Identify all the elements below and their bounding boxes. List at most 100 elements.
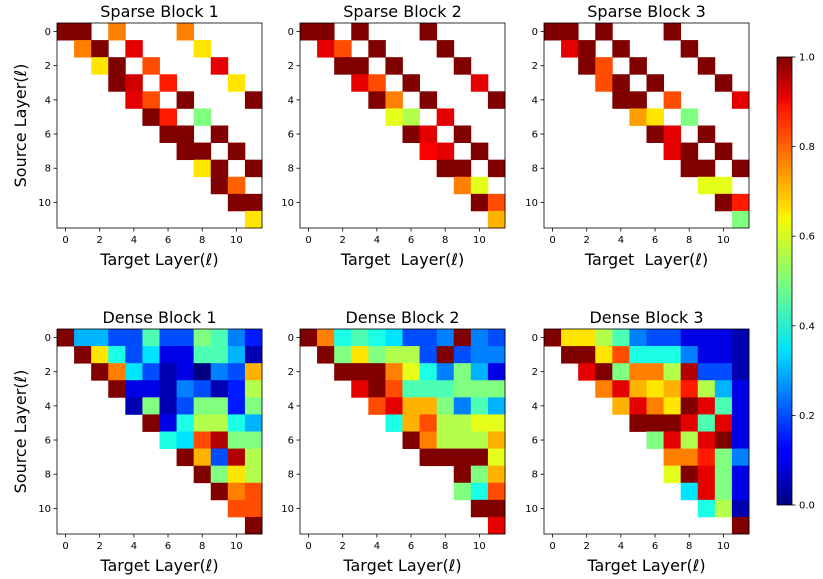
x-tick-label: 2 xyxy=(584,541,590,552)
heatmap-cell xyxy=(436,346,455,364)
heatmap-cell xyxy=(419,380,438,398)
heatmap-cell xyxy=(731,210,750,229)
x-tick-label: 6 xyxy=(652,541,658,552)
heatmap-cell xyxy=(697,159,716,178)
x-tick-label: 2 xyxy=(340,541,346,552)
heatmap-cell xyxy=(663,346,682,364)
heatmap-cell xyxy=(680,329,699,347)
heatmap-cell xyxy=(227,499,246,518)
heatmap-cell xyxy=(176,91,195,109)
x-tick-label: 4 xyxy=(618,235,624,246)
y-tick-label: 8 xyxy=(532,470,538,481)
heatmap-cell xyxy=(244,329,263,347)
heatmap-cell xyxy=(697,499,716,518)
heatmap-cell xyxy=(227,176,246,195)
heatmap-cell xyxy=(193,465,212,484)
heatmap-cell xyxy=(176,125,195,143)
heatmap-cell xyxy=(453,125,472,143)
heatmap-cell xyxy=(680,40,699,58)
heatmap-cell xyxy=(125,346,143,364)
heatmap-cell xyxy=(714,414,733,432)
heatmap-cell xyxy=(646,380,664,398)
heatmap-cell xyxy=(402,329,420,347)
heatmap-cell xyxy=(193,414,212,432)
y-tick-label: 2 xyxy=(532,61,538,72)
heatmap-cell xyxy=(419,397,438,415)
heatmap-cell xyxy=(159,431,177,449)
heatmap-cell xyxy=(385,363,403,381)
heatmap-cell xyxy=(419,142,438,161)
heatmap-cell xyxy=(210,465,229,484)
heatmap-cell xyxy=(210,431,229,449)
heatmap-cell xyxy=(193,397,212,415)
colorbar: 0.0 0.2 0.4 0.6 0.8 1.0 xyxy=(776,53,815,512)
heatmap-cell xyxy=(108,363,126,381)
heatmap-cell xyxy=(210,57,229,75)
colorbar-tick-label: 0.4 xyxy=(799,321,815,332)
y-tick-label: 6 xyxy=(45,436,51,447)
heatmap-cell xyxy=(714,176,733,195)
heatmap-cell xyxy=(91,329,109,347)
heatmap-cell xyxy=(453,159,472,178)
heatmap-cell xyxy=(453,176,472,195)
heatmap-cell xyxy=(453,431,472,449)
heatmap-cell xyxy=(544,23,562,41)
heatmap-cell xyxy=(74,23,92,41)
heatmap-cell xyxy=(595,380,613,398)
heatmap-cell xyxy=(91,346,109,364)
heatmap-cell xyxy=(646,431,664,449)
heatmap-cell xyxy=(193,363,212,381)
heatmap-panels: 0 2 4 6 8 10 0 2 4 6 8 10 Sparse Block 1 Target Layer… xyxy=(11,2,750,575)
x-tick-label: 0 xyxy=(62,235,68,246)
heatmap-cell xyxy=(368,74,386,92)
heatmap-cell xyxy=(108,74,126,92)
heatmap-cell xyxy=(351,380,369,398)
y-tick-label: 0 xyxy=(288,333,294,344)
heatmap-cell xyxy=(193,142,212,161)
heatmap-cell xyxy=(176,329,195,347)
y-tick-label: 10 xyxy=(281,504,294,515)
heatmap-cell xyxy=(595,346,613,364)
heatmap-panel: 0 2 4 6 8 10 0 2 4 6 8 10 Dense Block 1 Target Layer(… xyxy=(11,308,263,575)
heatmap-cell xyxy=(731,363,750,381)
heatmap-cell xyxy=(159,74,177,92)
heatmap-cell xyxy=(402,414,420,432)
x-tick-label: 10 xyxy=(717,541,730,552)
heatmap-cell xyxy=(629,346,647,364)
heatmap-cell xyxy=(663,465,682,484)
heatmap-cell xyxy=(714,431,733,449)
plot-frame xyxy=(299,22,506,229)
heatmap-cell xyxy=(142,346,160,364)
heatmap-cell xyxy=(244,380,263,398)
y-tick-label: 4 xyxy=(532,401,538,412)
heatmap-cell xyxy=(595,74,613,92)
plot-frame xyxy=(543,22,750,229)
x-tick-label: 2 xyxy=(97,541,103,552)
plot-frame xyxy=(299,328,506,535)
heatmap-cell xyxy=(663,431,682,449)
heatmap-cell xyxy=(125,40,143,58)
heatmap-cell xyxy=(646,414,664,432)
heatmap-cell xyxy=(317,23,335,41)
heatmap-cell xyxy=(697,125,716,143)
heatmap-cell xyxy=(595,57,613,75)
heatmap-cell xyxy=(419,346,438,364)
heatmap-cell xyxy=(317,346,335,364)
heatmap-cell xyxy=(108,380,126,398)
heatmap-cell xyxy=(646,108,664,126)
heatmap-cell xyxy=(419,431,438,449)
heatmap-cell xyxy=(227,193,246,212)
heatmap-cell xyxy=(244,448,263,467)
heatmap-cell xyxy=(453,448,472,467)
heatmap-cell xyxy=(125,329,143,347)
x-tick-label: 0 xyxy=(305,235,311,246)
x-tick-label: 2 xyxy=(584,235,590,246)
heatmap-cell xyxy=(368,380,386,398)
heatmap-cell xyxy=(697,346,716,364)
heatmap-cell xyxy=(227,74,246,92)
y-tick-label: 6 xyxy=(532,130,538,141)
heatmap-cell xyxy=(470,431,489,449)
heatmap-cell xyxy=(385,380,403,398)
y-tick-label: 6 xyxy=(288,436,294,447)
panel-title: Sparse Block 3 xyxy=(587,2,706,21)
